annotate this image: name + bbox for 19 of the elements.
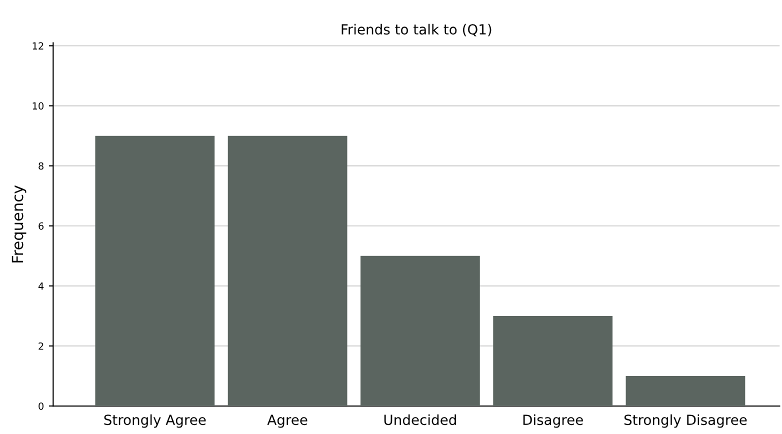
bar [493, 316, 613, 406]
x-tick-label: Undecided [384, 414, 456, 426]
y-tick-label: 6 [38, 222, 44, 230]
bar [95, 136, 215, 406]
bar [626, 376, 746, 406]
bar [228, 136, 348, 406]
bar [360, 256, 480, 406]
y-tick-label: 8 [38, 162, 44, 170]
y-tick-label: 12 [32, 42, 44, 50]
x-tick-label: Strongly Disagree [624, 414, 747, 428]
y-axis-title: Frequency [12, 185, 26, 262]
x-tick-label: Strongly Agree [104, 414, 206, 428]
y-tick-label: 10 [32, 102, 44, 110]
y-tick-label: 2 [38, 342, 44, 350]
x-tick-label: Agree [267, 414, 308, 428]
y-tick-label: 4 [38, 282, 44, 290]
y-tick-label: 0 [38, 402, 44, 410]
chart-title: Friends to talk to (Q1) [342, 24, 492, 36]
x-tick-label: Disagree [523, 414, 583, 428]
